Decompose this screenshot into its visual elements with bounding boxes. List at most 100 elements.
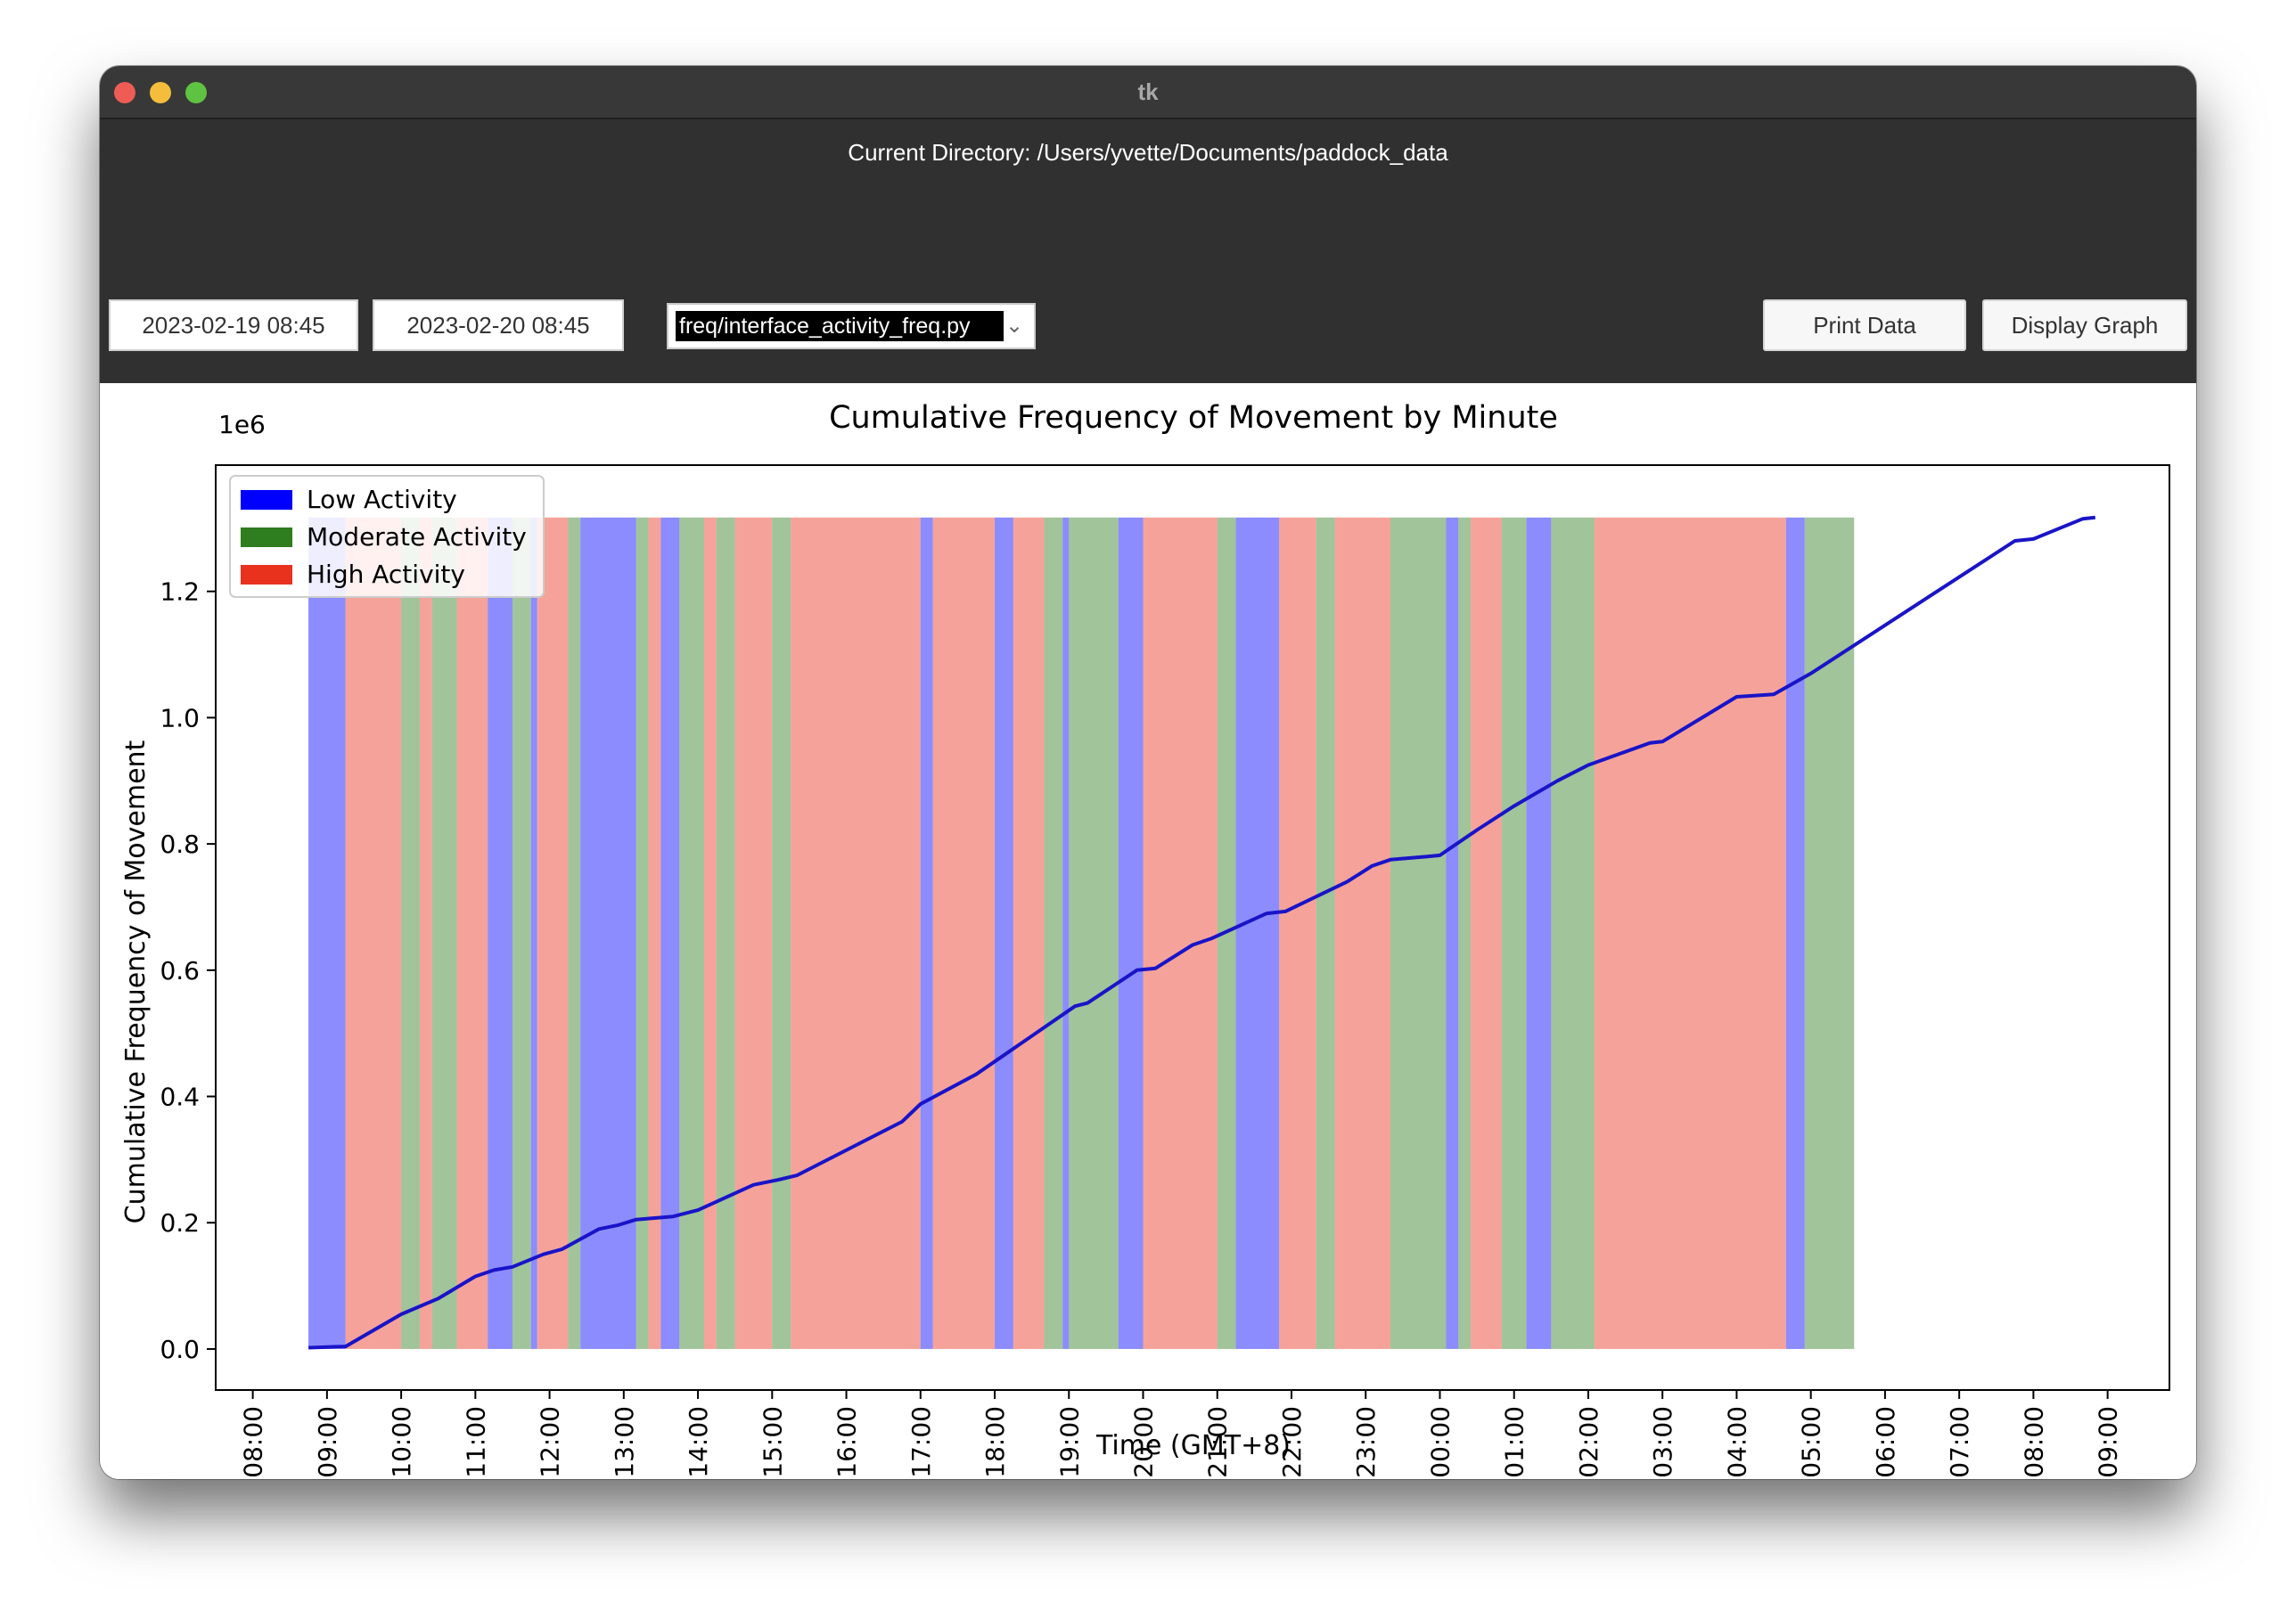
x-tick-label: 10:00 bbox=[387, 1406, 416, 1478]
x-tick-label: 09:00 bbox=[313, 1406, 342, 1478]
current-directory-label: Current Directory: /Users/yvette/Documen… bbox=[848, 139, 1448, 166]
activity-band-low bbox=[1062, 517, 1070, 1349]
cumulative-frequency-line bbox=[308, 515, 2096, 1350]
chart-legend: Low Activity Moderate Activity High Activi… bbox=[229, 475, 545, 598]
activity-band-high bbox=[648, 517, 661, 1349]
x-tick-label: 06:00 bbox=[1871, 1406, 1900, 1478]
x-tick-label: 04:00 bbox=[1722, 1406, 1751, 1478]
activity-band-moderate bbox=[1390, 517, 1447, 1349]
y-tick-label: 0.8 bbox=[160, 830, 200, 859]
x-tick-label: 08:00 bbox=[239, 1406, 268, 1478]
legend-label-moderate: Moderate Activity bbox=[307, 522, 527, 552]
chevron-down-icon: ⌄ bbox=[1004, 314, 1024, 338]
legend-box bbox=[229, 475, 545, 598]
y-tick-label: 0.0 bbox=[160, 1335, 200, 1364]
x-tick-label: 01:00 bbox=[1500, 1406, 1529, 1478]
activity-band-moderate bbox=[512, 517, 531, 1349]
line-layer bbox=[308, 515, 2096, 1350]
activity-band-low bbox=[1446, 517, 1459, 1349]
x-tick-label: 20:00 bbox=[1129, 1406, 1159, 1478]
activity-band-high bbox=[1143, 517, 1218, 1349]
activity-band-moderate bbox=[636, 517, 649, 1349]
y-tick-label: 0.2 bbox=[160, 1208, 200, 1238]
y-tick-label: 1.0 bbox=[160, 703, 200, 732]
script-select[interactable]: freq/interface_activity_freq.py ⌄ bbox=[667, 303, 1036, 349]
activity-band-low bbox=[1526, 517, 1552, 1349]
activity-band-high bbox=[537, 517, 569, 1349]
x-tick-label: 03:00 bbox=[1648, 1406, 1677, 1478]
activity-band-moderate bbox=[401, 517, 420, 1349]
activity-band-low bbox=[995, 517, 1013, 1349]
activity-band-moderate bbox=[716, 517, 735, 1349]
activity-band-high bbox=[932, 517, 996, 1349]
activity-band-high bbox=[456, 517, 488, 1349]
activity-band-moderate bbox=[1551, 517, 1595, 1349]
chart-title: Cumulative Frequency of Movement by Minu… bbox=[829, 400, 1558, 436]
y-axis-label: Cumulative Frequency of Movement bbox=[120, 740, 152, 1223]
x-tick-label: 05:00 bbox=[1797, 1406, 1826, 1478]
activity-band-low bbox=[660, 517, 680, 1349]
activity-band-moderate bbox=[568, 517, 581, 1349]
legend-label-low: Low Activity bbox=[307, 485, 457, 514]
x-axis-label: Time (GMT+8) bbox=[1095, 1430, 1291, 1461]
activity-band-high bbox=[791, 517, 921, 1349]
activity-band-high bbox=[1279, 517, 1316, 1349]
x-tick-label: 14:00 bbox=[684, 1406, 713, 1478]
activity-band-moderate bbox=[1804, 517, 1855, 1349]
activity-band-high bbox=[419, 517, 432, 1349]
x-tick-label: 16:00 bbox=[832, 1406, 862, 1478]
x-tick-label: 18:00 bbox=[980, 1406, 1010, 1478]
activity-band-high bbox=[1471, 517, 1502, 1349]
legend-swatch-high bbox=[241, 565, 292, 585]
zoom-window-button[interactable] bbox=[185, 82, 207, 103]
title-bar: tk bbox=[100, 66, 2196, 119]
activity-band-high bbox=[734, 517, 773, 1349]
toolbar: Current Directory: /Users/yvette/Documen… bbox=[100, 119, 2196, 383]
close-window-button[interactable] bbox=[114, 82, 135, 103]
x-tick-label: 17:00 bbox=[906, 1406, 936, 1478]
x-tick-label: 19:00 bbox=[1054, 1406, 1084, 1478]
y-axis-offset-label: 1e6 bbox=[218, 410, 266, 439]
print-data-button[interactable]: Print Data bbox=[1763, 299, 1966, 351]
x-tick-label: 08:00 bbox=[2019, 1406, 2048, 1478]
activity-band-moderate bbox=[772, 517, 791, 1349]
activity-band-low bbox=[488, 517, 512, 1349]
activity-band-high bbox=[1334, 517, 1390, 1349]
x-tick-label: 22:00 bbox=[1277, 1406, 1307, 1478]
display-graph-button[interactable]: Display Graph bbox=[1982, 299, 2187, 351]
y-tick-label: 0.4 bbox=[160, 1083, 200, 1112]
activity-band-high bbox=[345, 517, 402, 1349]
activity-band-moderate bbox=[1069, 517, 1119, 1349]
legend-swatch-moderate bbox=[241, 527, 292, 547]
script-select-value: freq/interface_activity_freq.py bbox=[676, 311, 1004, 341]
x-tick-label: 23:00 bbox=[1351, 1406, 1381, 1478]
x-tick-label: 00:00 bbox=[1425, 1406, 1455, 1478]
x-tick-label: 12:00 bbox=[536, 1406, 565, 1478]
app-window: tk Current Directory: /Users/yvette/Docu… bbox=[100, 66, 2196, 1479]
activity-band-low bbox=[1785, 517, 1805, 1349]
activity-band-low bbox=[920, 517, 933, 1349]
activity-band-moderate bbox=[1044, 517, 1063, 1349]
activity-band-low bbox=[1235, 517, 1280, 1349]
x-tick-label: 21:00 bbox=[1203, 1406, 1233, 1478]
activity-band-moderate bbox=[1501, 517, 1527, 1349]
legend-label-high: High Activity bbox=[307, 560, 465, 589]
activity-band-low bbox=[308, 517, 346, 1349]
activity-band-high bbox=[1594, 517, 1786, 1349]
plot-frame bbox=[215, 464, 2170, 1391]
x-axis-ticks: 08:00 09:00 10:00 11:00 12:00 13:00 14:00 15:00… bbox=[239, 1390, 2123, 1478]
activity-band-low bbox=[1118, 517, 1144, 1349]
end-time-field[interactable]: 2023-02-20 08:45 bbox=[373, 299, 624, 351]
activity-band-low bbox=[580, 517, 636, 1349]
y-tick-label: 0.6 bbox=[160, 956, 200, 985]
cumulative-frequency-chart: 08:00 09:00 10:00 11:00 12:00 13:00 14:00 15:00… bbox=[120, 400, 2170, 1478]
activity-band-moderate bbox=[431, 517, 457, 1349]
legend-swatch-low bbox=[241, 490, 292, 510]
start-time-field[interactable]: 2023-02-19 08:45 bbox=[109, 299, 358, 351]
minimize-window-button[interactable] bbox=[150, 82, 171, 103]
x-tick-label: 02:00 bbox=[1574, 1406, 1603, 1478]
activity-band-low bbox=[530, 517, 537, 1349]
activity-band-moderate bbox=[1316, 517, 1335, 1349]
x-tick-label: 09:00 bbox=[2094, 1406, 2123, 1478]
y-axis-ticks: 0.0 0.2 0.4 0.6 0.8 1.0 1.2 bbox=[160, 577, 216, 1364]
